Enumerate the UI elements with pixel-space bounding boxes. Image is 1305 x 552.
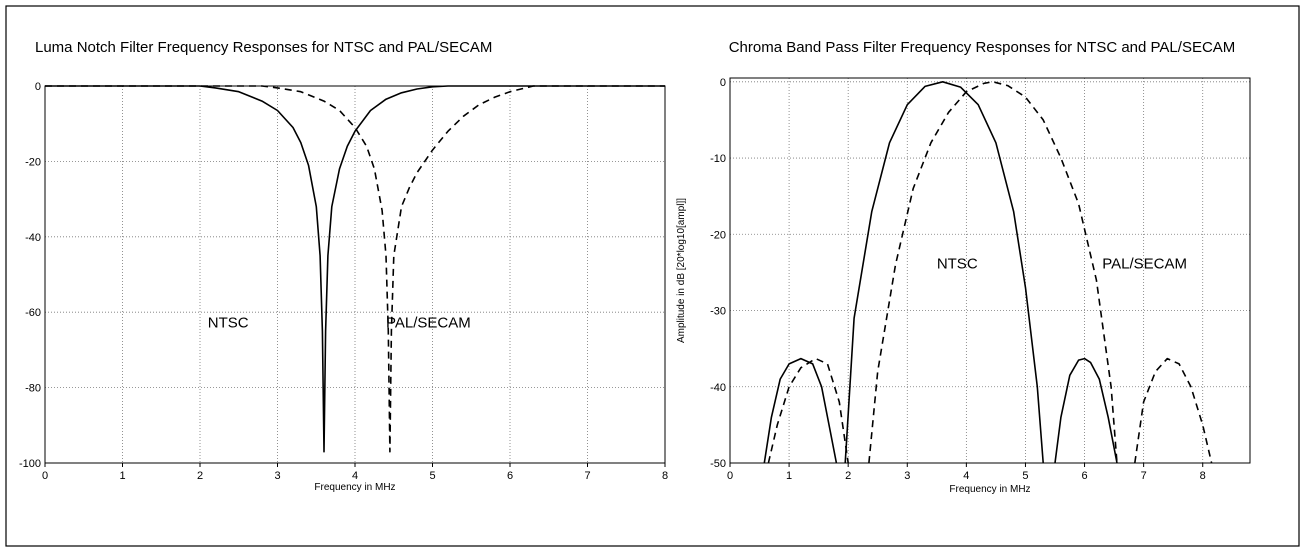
x-tick-label: 1 <box>119 470 125 482</box>
series-line-pal-secam <box>1134 357 1213 464</box>
series-line-ntsc <box>763 357 838 464</box>
chroma-bandpass-chart: 0 1 2 3 4 5 6 7 8 0 -10 -20 -30 -40 -50 Chroma Band Pas… <box>676 39 1251 495</box>
x-tick-label: 5 <box>429 470 435 482</box>
x-tick-label: 8 <box>1200 470 1206 482</box>
chart-title: Luma Notch Filter Frequency Responses fo… <box>35 39 492 56</box>
y-tick-label: 0 <box>35 81 41 93</box>
series-line-ntsc <box>1054 357 1118 464</box>
y-tick-label: -100 <box>19 458 41 470</box>
y-tick-label: 0 <box>720 77 726 89</box>
x-tick-label: 2 <box>845 470 851 482</box>
y-tick-label: -20 <box>25 156 41 168</box>
y-tick-label: -40 <box>25 232 41 244</box>
series-annotation: PAL/SECAM <box>1102 256 1187 273</box>
x-tick-label: 7 <box>1141 470 1147 482</box>
x-axis-label: Frequency in MHz <box>314 482 395 493</box>
series-line-pal-secam <box>767 357 849 464</box>
x-tick-label: 4 <box>352 470 358 482</box>
series-line-ntsc <box>844 81 1044 464</box>
x-tick-label: 8 <box>662 470 668 482</box>
plot-area-frame <box>729 77 1251 464</box>
y-axis-label: Amplitude in dB [20*log10[ampl]] <box>676 198 687 343</box>
x-axis-label: Frequency in MHz <box>949 484 1030 495</box>
x-tick-label: 2 <box>197 470 203 482</box>
x-tick-label: 5 <box>1022 470 1028 482</box>
x-tick-label: 1 <box>786 470 792 482</box>
chart-title: Chroma Band Pass Filter Frequency Respon… <box>729 39 1236 56</box>
x-tick-label: 0 <box>727 470 733 482</box>
x-tick-label: 3 <box>904 470 910 482</box>
y-tick-label: -30 <box>710 306 726 318</box>
series-annotation: NTSC <box>937 256 978 273</box>
y-tick-label: -50 <box>710 458 726 470</box>
x-tick-label: 7 <box>584 470 590 482</box>
x-tick-label: 6 <box>1081 470 1087 482</box>
x-tick-label: 0 <box>42 470 48 482</box>
y-tick-label: -20 <box>710 229 726 241</box>
series-line-pal-secam <box>868 81 1118 464</box>
x-tick-label: 3 <box>274 470 280 482</box>
luma-notch-chart: 0 1 2 3 4 5 6 7 8 0 -20 -40 -60 -80 -100 Luma Notch Fil… <box>19 39 668 493</box>
x-tick-label: 6 <box>507 470 513 482</box>
y-tick-label: -60 <box>25 307 41 319</box>
plot-area-frame <box>44 85 666 464</box>
figure-frame <box>5 5 1300 547</box>
y-tick-label: -10 <box>710 153 726 165</box>
x-tick-label: 4 <box>963 470 969 482</box>
y-tick-label: -80 <box>25 383 41 395</box>
series-line-pal-secam <box>45 85 665 453</box>
series-line-ntsc <box>45 85 665 453</box>
series-annotation: PAL/SECAM <box>386 314 471 331</box>
series-annotation: NTSC <box>208 314 249 331</box>
y-tick-label: -40 <box>710 382 726 394</box>
